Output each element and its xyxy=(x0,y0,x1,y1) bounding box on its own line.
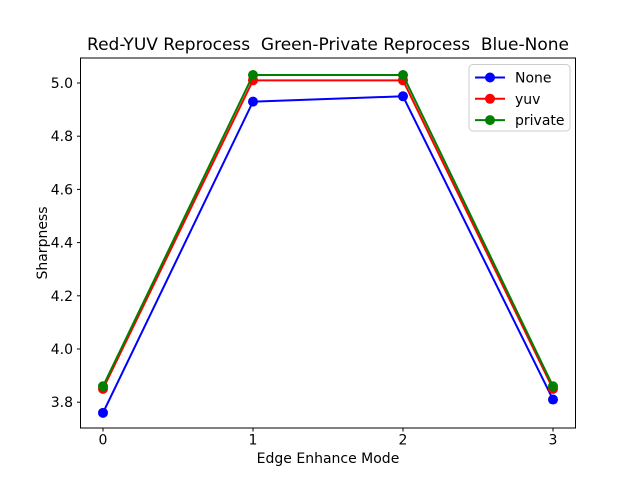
legend-marker xyxy=(485,72,495,83)
data-point-marker-none xyxy=(548,394,558,405)
x-axis-tick-label: 0 xyxy=(99,433,108,449)
y-axis-tick-label: 4.8 xyxy=(51,129,73,145)
series-line-yuv xyxy=(102,79,554,390)
y-axis-label: Sharpness xyxy=(35,206,51,279)
y-axis-tick-label: 4.0 xyxy=(51,342,73,358)
y-axis-tick-label: 3.8 xyxy=(51,395,73,411)
series-line-private xyxy=(102,74,554,387)
legend-marker xyxy=(485,115,495,126)
data-point-marker-none xyxy=(398,91,408,102)
y-axis-tick-label: 4.6 xyxy=(51,182,73,198)
legend-marker xyxy=(485,93,495,104)
data-point-marker-private xyxy=(98,381,108,392)
x-axis-tick-label: 1 xyxy=(249,433,258,449)
data-point-marker-private xyxy=(548,381,558,392)
legend-label-none: None xyxy=(515,71,552,87)
x-axis-tick-label: 2 xyxy=(399,433,408,449)
x-axis-label: Edge Enhance Mode xyxy=(257,451,400,467)
y-axis-tick-label: 4.2 xyxy=(51,289,73,305)
data-point-marker-none xyxy=(98,407,108,418)
y-axis-tick-label: 4.4 xyxy=(51,236,73,252)
series-line-none xyxy=(102,95,554,414)
legend-box xyxy=(468,64,571,132)
data-point-marker-private xyxy=(398,70,408,81)
legend-label-private: private xyxy=(515,113,565,129)
data-point-marker-none xyxy=(248,96,258,107)
y-axis-tick-label: 5.0 xyxy=(51,76,73,92)
x-axis-tick-label: 3 xyxy=(549,433,558,449)
legend-label-yuv: yuv xyxy=(515,92,540,108)
data-point-marker-private xyxy=(248,70,258,81)
chart-title: Red-YUV Reprocess Green-Private Reproces… xyxy=(87,35,569,55)
